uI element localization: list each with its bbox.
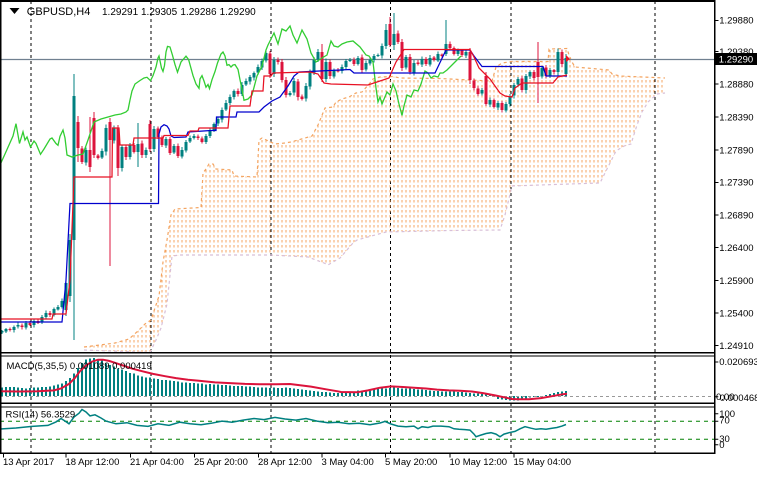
svg-text:15 May 04:00: 15 May 04:00 — [514, 457, 572, 468]
svg-text:28 Apr 12:00: 28 Apr 12:00 — [258, 457, 312, 468]
svg-text:1.25900: 1.25900 — [719, 276, 753, 287]
svg-text:1.29286: 1.29286 — [180, 7, 217, 18]
svg-text:RSI(14) 56.3529: RSI(14) 56.3529 — [6, 409, 76, 420]
svg-text:1.25400: 1.25400 — [719, 308, 753, 319]
svg-text:1.29290: 1.29290 — [220, 7, 257, 18]
svg-text:18 Apr 12:00: 18 Apr 12:00 — [66, 457, 120, 468]
svg-text:1.29880: 1.29880 — [719, 16, 753, 27]
svg-text:0.020693: 0.020693 — [719, 357, 757, 368]
svg-text:21 Apr 04:00: 21 Apr 04:00 — [130, 457, 184, 468]
svg-text:1.24910: 1.24910 — [719, 341, 753, 352]
svg-text:1.29291: 1.29291 — [102, 7, 139, 18]
svg-text:0: 0 — [719, 440, 724, 451]
svg-text:1.29305: 1.29305 — [141, 7, 178, 18]
svg-text:30: 30 — [719, 434, 730, 445]
svg-text:1.27390: 1.27390 — [719, 178, 753, 189]
svg-text:10 May 12:00: 10 May 12:00 — [450, 457, 508, 468]
svg-text:1.28880: 1.28880 — [719, 80, 753, 91]
svg-text:1.29380: 1.29380 — [719, 47, 753, 58]
svg-text:25 Apr 20:00: 25 Apr 20:00 — [194, 457, 248, 468]
svg-text:5 May 20:00: 5 May 20:00 — [385, 457, 437, 468]
svg-text:3 May 04:00: 3 May 04:00 — [322, 457, 374, 468]
svg-text:1.28390: 1.28390 — [719, 112, 753, 123]
svg-text:1.26400: 1.26400 — [719, 243, 753, 254]
svg-text:MACD(5,35,5) 0.001089 0.000419: MACD(5,35,5) 0.001089 0.000419 — [7, 361, 152, 372]
svg-text:70: 70 — [719, 416, 730, 427]
svg-text:100: 100 — [719, 409, 735, 420]
svg-text:1.26890: 1.26890 — [719, 211, 753, 222]
svg-text:1.27890: 1.27890 — [719, 145, 753, 156]
svg-text:GBPUSD,H4: GBPUSD,H4 — [27, 6, 91, 18]
svg-text:13 Apr 2017: 13 Apr 2017 — [3, 457, 54, 468]
svg-text:0.00: 0.00 — [716, 392, 735, 403]
svg-text:1.29290: 1.29290 — [719, 54, 753, 65]
